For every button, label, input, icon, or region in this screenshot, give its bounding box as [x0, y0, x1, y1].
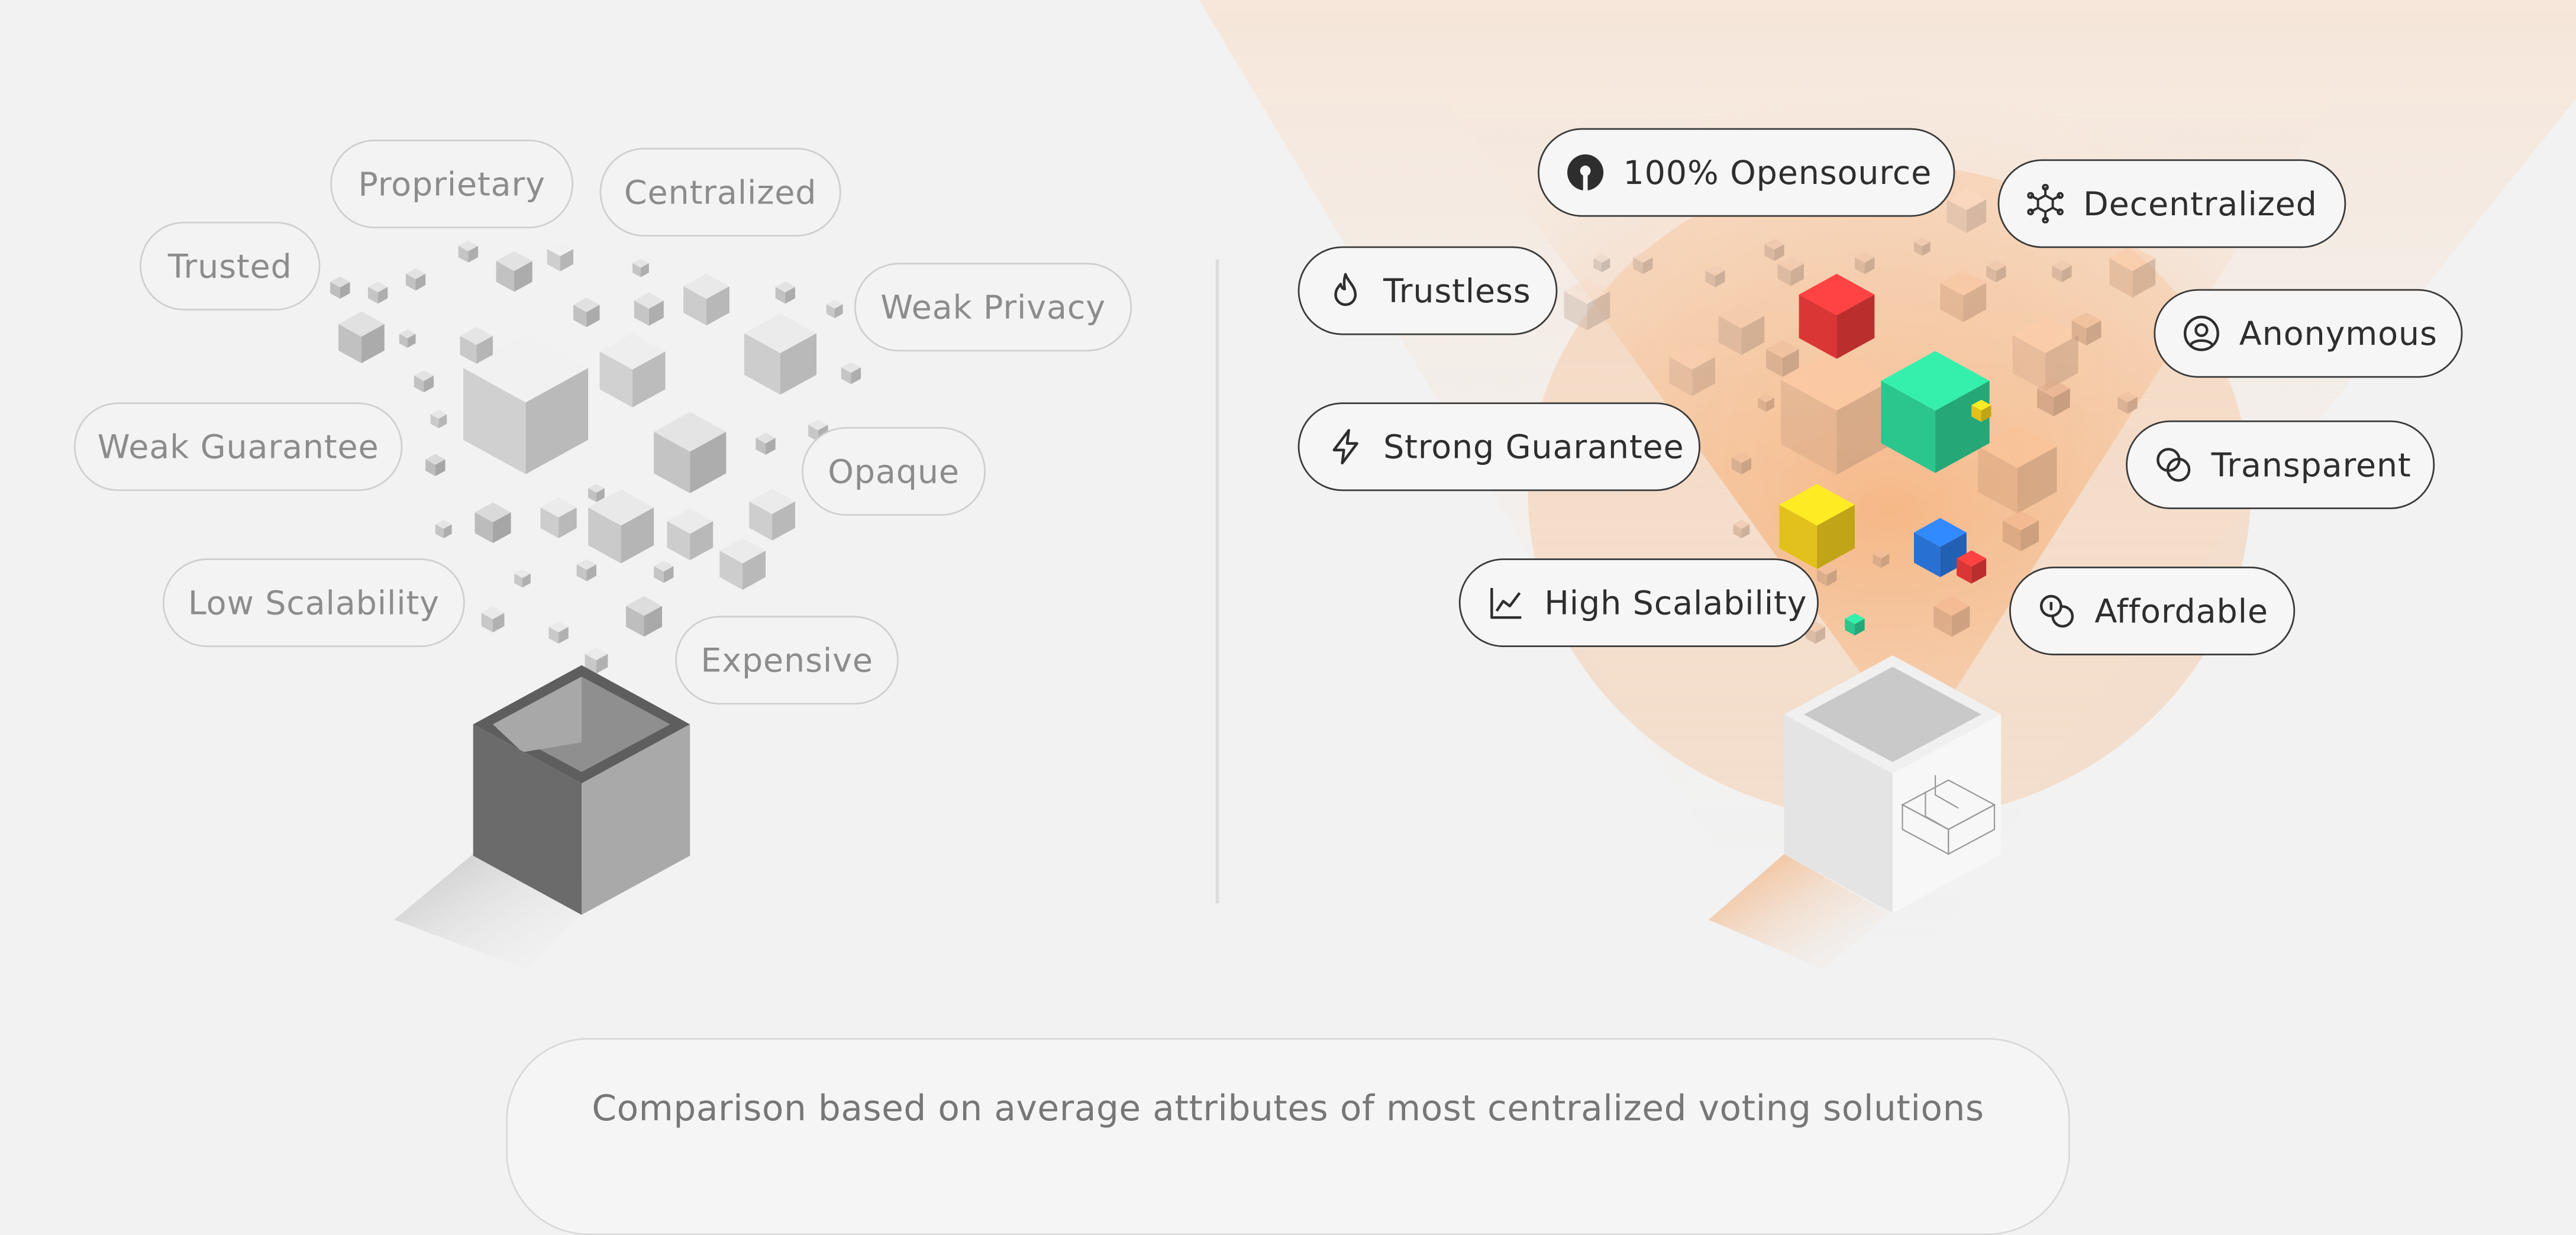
- centralized-ballot-box: [473, 665, 690, 915]
- left-panel: Proprietary Centralized Trusted Weak Pri…: [73, 140, 1132, 705]
- faded-cube: [1940, 270, 1987, 322]
- chart-line-icon: [1483, 580, 1529, 626]
- right-box-shadow: [1708, 853, 1890, 969]
- gray-cube: [576, 559, 596, 581]
- faded-cube: [1766, 340, 1799, 377]
- gray-cube: [425, 454, 446, 476]
- gray-cube: [368, 281, 388, 304]
- label-trustless: Trustless: [1297, 246, 1558, 335]
- label-text: Trustless: [1383, 271, 1531, 311]
- gray-cube: [841, 362, 861, 384]
- gray-cube: [435, 519, 452, 539]
- small-green-cube: [1845, 613, 1865, 636]
- gray-cube: [683, 273, 729, 326]
- gray-cube: [548, 621, 569, 644]
- gray-cube: [338, 311, 385, 363]
- center-glow: [1528, 164, 2251, 822]
- label-strong-guarantee: Strong Guarantee: [1297, 402, 1700, 492]
- label-high-scalability: High Scalability: [1458, 558, 1819, 648]
- label-weak-guarantee: Weak Guarantee: [73, 402, 403, 492]
- label-opensource: 100% Opensource: [1538, 128, 1955, 217]
- left-cube-cloud: [330, 240, 861, 674]
- faded-cube: [1933, 596, 1970, 637]
- gray-cube: [744, 313, 817, 395]
- gray-cube: [719, 538, 766, 590]
- faded-cube: [1731, 452, 1752, 475]
- gray-cube: [826, 299, 843, 319]
- faded-cube: [1669, 344, 1715, 396]
- gray-cube: [496, 251, 532, 292]
- gray-cube: [625, 596, 663, 637]
- blue-cube: [1913, 518, 1967, 577]
- faded-cube: [1873, 549, 1890, 568]
- faded-cube: [2037, 379, 2070, 416]
- comparison-diagram: Proprietary Centralized Trusted Weak Pri…: [73, 0, 2576, 1235]
- gray-cube: [481, 606, 505, 633]
- footer-caption: Comparison based on average attributes o…: [592, 1089, 1984, 1130]
- opensource-icon: [1563, 150, 1609, 196]
- gray-cube: [654, 412, 727, 493]
- label-weak-privacy: Weak Privacy: [854, 263, 1132, 352]
- label-text: High Scalability: [1544, 583, 1807, 623]
- faded-cube: [2109, 245, 2156, 298]
- network-icon: [2022, 180, 2068, 227]
- label-text: 100% Opensource: [1623, 153, 1932, 192]
- label-text: Strong Guarantee: [1383, 426, 1684, 467]
- right-panel: 100% Opensource Decentralized Trustless …: [1297, 128, 2463, 655]
- divider: [1215, 259, 1219, 904]
- left-box-shadow: [394, 853, 582, 969]
- label-trusted: Trusted: [140, 221, 321, 311]
- user-circle-icon: [2178, 311, 2225, 357]
- footer-caption-box: Comparison based on average attributes o…: [506, 1037, 2070, 1235]
- circuit-pattern: [1901, 775, 1996, 855]
- gray-cube: [634, 292, 664, 326]
- gray-cube: [399, 329, 416, 348]
- label-low-scalability: Low Scalability: [162, 558, 465, 648]
- label-centralized: Centralized: [599, 147, 841, 237]
- gray-cube: [463, 334, 589, 474]
- label-affordable: Affordable: [2009, 566, 2296, 655]
- gray-cube: [756, 432, 776, 455]
- gray-cube: [474, 502, 511, 544]
- label-expensive: Expensive: [675, 616, 899, 705]
- gray-cube: [588, 489, 654, 564]
- gray-cube: [775, 281, 795, 304]
- label-opaque: Opaque: [802, 426, 986, 516]
- gray-cube: [514, 569, 531, 588]
- faded-cube: [1764, 238, 1784, 261]
- lightning-icon: [1322, 423, 1368, 470]
- label-text: Anonymous: [2239, 313, 2438, 354]
- label-decentralized: Decentralized: [1997, 159, 2346, 248]
- faded-cube: [1705, 265, 1725, 287]
- gray-cube: [430, 409, 447, 429]
- red-cube: [1799, 273, 1875, 359]
- overlap-circles-icon: [2151, 442, 2197, 488]
- faded-cube: [2117, 391, 2138, 414]
- label-proprietary: Proprietary: [330, 140, 574, 228]
- gray-cube: [540, 497, 577, 538]
- flame-icon: [1322, 268, 1368, 314]
- gray-cube: [654, 560, 674, 583]
- coins-icon: [2034, 588, 2080, 634]
- label-anonymous: Anonymous: [2154, 289, 2463, 378]
- faded-cube: [1781, 349, 1893, 475]
- label-transparent: Transparent: [2126, 420, 2435, 509]
- label-text: Transparent: [2211, 445, 2412, 485]
- faded-cube: [2002, 510, 2039, 552]
- label-text: Decentralized: [2083, 184, 2317, 224]
- faded-cube: [1777, 256, 1804, 286]
- faded-cube: [1758, 393, 1774, 412]
- gray-cube: [573, 298, 600, 328]
- gray-cube: [599, 333, 666, 408]
- gray-cube: [547, 241, 574, 271]
- gray-cube: [588, 483, 605, 503]
- label-text: Affordable: [2094, 591, 2268, 631]
- faded-cube: [1817, 564, 1837, 587]
